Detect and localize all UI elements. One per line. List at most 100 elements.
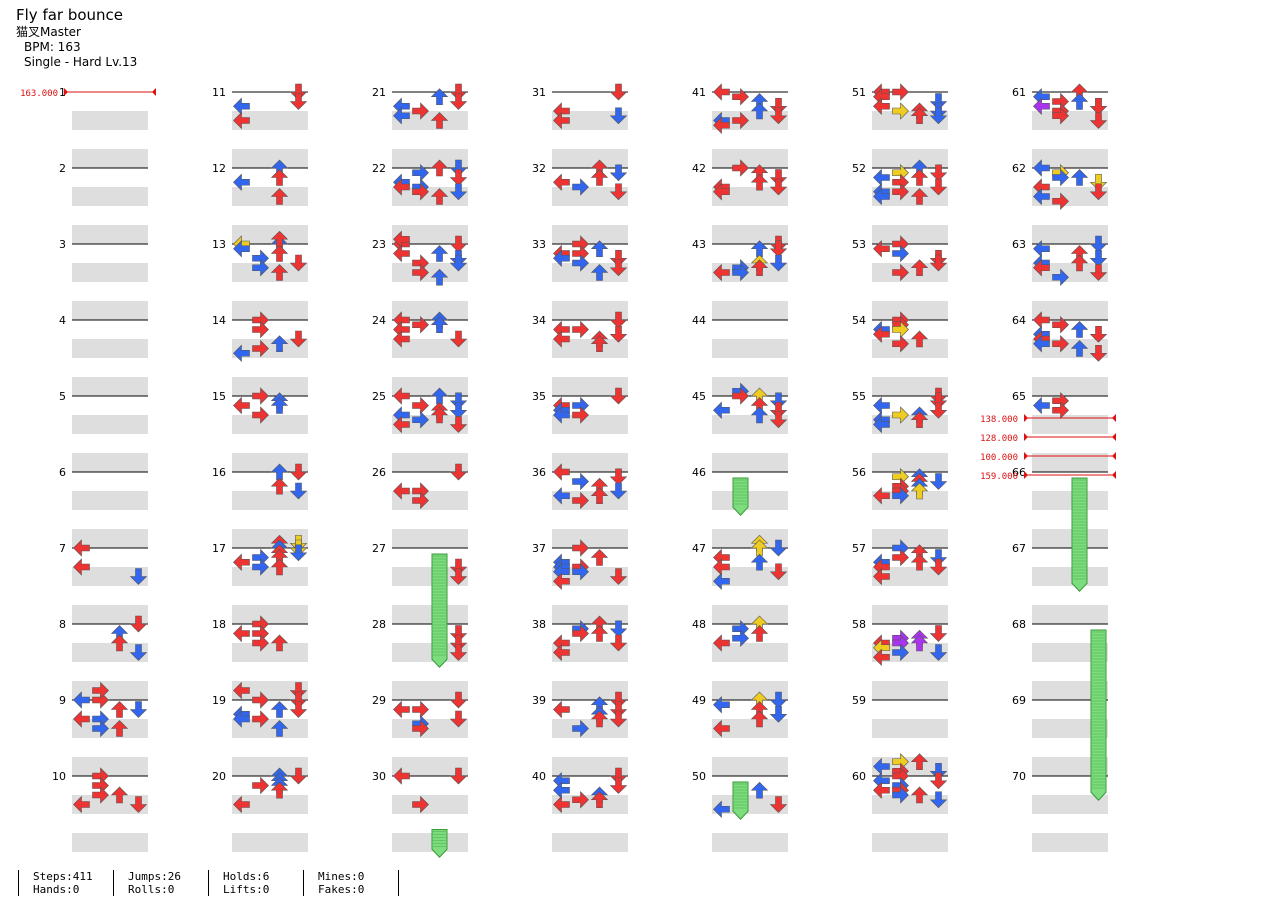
step-arrow: [412, 491, 429, 510]
hold-body: [732, 781, 749, 820]
beat-band: [712, 187, 788, 206]
step-arrow: [1070, 254, 1089, 272]
step-arrow: [590, 549, 609, 566]
step-arrow: [910, 188, 929, 205]
beat-band: [712, 757, 788, 776]
beat-band: [872, 434, 948, 453]
beat-band: [72, 510, 148, 529]
beat-band: [232, 282, 308, 301]
step-arrow: [929, 625, 948, 642]
beat-band: [552, 624, 628, 643]
step-arrow: [393, 107, 410, 125]
step-arrow: [553, 330, 570, 348]
beat-band: [392, 377, 468, 396]
step-arrow: [590, 791, 609, 809]
step-arrow: [929, 558, 948, 576]
beat-band: [872, 149, 948, 168]
step-arrow: [750, 625, 769, 642]
beat-band: [872, 529, 948, 548]
step-arrow: [449, 169, 468, 186]
beat-band: [552, 472, 628, 491]
step-arrow: [910, 553, 929, 571]
beat-band: [392, 282, 468, 301]
step-arrow: [609, 311, 628, 329]
step-arrow: [590, 625, 609, 642]
hold-note: [732, 477, 749, 516]
measure-number: 57: [852, 542, 866, 555]
beat-band: [392, 795, 468, 814]
step-arrow: [1089, 97, 1108, 115]
beat-band: [392, 548, 468, 567]
beat-band: [232, 358, 308, 377]
song-title: Fly far bounce: [16, 6, 124, 24]
beat-band: [392, 491, 468, 510]
step-arrow: [73, 795, 90, 814]
step-arrow: [1033, 187, 1050, 206]
step-arrow: [732, 629, 749, 647]
step-arrow: [1089, 344, 1108, 362]
step-arrow: [393, 700, 410, 719]
step-arrow: [289, 767, 308, 785]
beat-band: [392, 738, 468, 757]
beat-band: [552, 206, 628, 225]
measure-number: 1: [59, 86, 66, 99]
beat-band: [232, 206, 308, 225]
step-arrow: [430, 316, 449, 334]
beat-band: [712, 320, 788, 339]
step-arrow: [572, 539, 589, 557]
beat-band: [712, 586, 788, 605]
step-arrow: [449, 235, 468, 253]
beat-band: [1032, 282, 1108, 301]
step-arrow: [929, 164, 948, 182]
beat-band: [232, 377, 308, 396]
step-arrow: [233, 624, 250, 643]
step-arrow: [910, 330, 929, 348]
beat-band: [872, 662, 948, 681]
beat-band: [872, 263, 948, 282]
step-arrow: [609, 620, 628, 638]
step-arrow: [929, 107, 948, 125]
beat-band: [392, 130, 468, 149]
beat-band: [872, 624, 948, 643]
hold-body: [1090, 629, 1107, 801]
beat-band: [552, 548, 628, 567]
beat-band: [392, 453, 468, 472]
beat-band: [872, 225, 948, 244]
beat-band: [872, 282, 948, 301]
step-arrow: [449, 392, 468, 410]
step-arrow: [92, 786, 109, 804]
measure-number: 14: [212, 314, 226, 327]
beat-band: [1032, 453, 1108, 472]
beat-band: [232, 605, 308, 624]
beat-band: [72, 662, 148, 681]
hold-body: [431, 553, 448, 668]
step-arrow: [769, 254, 788, 272]
beat-band: [552, 757, 628, 776]
beat-band: [72, 149, 148, 168]
measure-number: 37: [532, 542, 546, 555]
step-arrow: [892, 406, 909, 424]
measure-number: 51: [852, 86, 866, 99]
beat-band: [552, 814, 628, 833]
step-arrow: [713, 800, 730, 818]
bpm-marker-left: [64, 88, 68, 96]
step-arrow: [430, 245, 449, 262]
beat-band: [1032, 586, 1108, 605]
beat-band: [72, 187, 148, 206]
beat-band: [552, 700, 628, 719]
beat-band: [872, 605, 948, 624]
step-arrow: [449, 568, 468, 585]
step-arrow: [609, 568, 628, 585]
measure-number: 40: [532, 770, 546, 783]
step-arrow: [609, 767, 628, 785]
beat-band: [1032, 434, 1108, 453]
measure-number: 2: [59, 162, 66, 175]
beat-band: [1032, 320, 1108, 339]
measure-number: 23: [372, 238, 386, 251]
measure-number: 19: [212, 694, 226, 707]
beat-band: [552, 434, 628, 453]
beat-band: [872, 510, 948, 529]
beat-band: [552, 244, 628, 263]
measure-number: 20: [212, 770, 226, 783]
